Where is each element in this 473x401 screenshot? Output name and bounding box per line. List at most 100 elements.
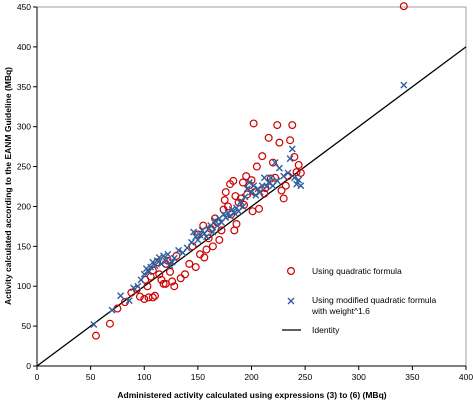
- data-point-circle: [157, 275, 166, 284]
- data-point-circle: [258, 152, 267, 161]
- data-point-circle: [275, 138, 284, 147]
- data-point-x: [155, 254, 163, 261]
- data-point-x: [166, 261, 174, 269]
- x-tick-label: 300: [352, 372, 366, 382]
- data-point-circle: [220, 196, 229, 205]
- data-point-circle: [288, 121, 297, 130]
- x-tick-label: 400: [459, 372, 473, 382]
- data-point-circle: [91, 331, 100, 340]
- data-point-x: [222, 214, 230, 222]
- y-tick-label: 300: [17, 122, 31, 132]
- data-point-x: [295, 176, 303, 184]
- data-point-x: [202, 233, 210, 241]
- data-point-x: [213, 222, 221, 230]
- data-point-x: [400, 81, 408, 89]
- data-point-x: [117, 292, 125, 300]
- data-point-circle: [165, 267, 174, 276]
- data-point-circle: [140, 294, 149, 303]
- data-point-x: [198, 226, 206, 234]
- data-point-circle: [181, 270, 190, 279]
- data-point-x: [284, 169, 292, 177]
- data-point-circle: [273, 121, 282, 130]
- data-point-circle: [264, 133, 273, 142]
- data-point-circle: [191, 263, 200, 272]
- data-point-x: [250, 182, 258, 190]
- data-point-x: [288, 145, 296, 153]
- x-tick-label: 150: [191, 372, 205, 382]
- data-point-circle: [223, 202, 232, 211]
- data-point-x: [205, 225, 213, 233]
- data-point-x: [157, 260, 165, 268]
- legend-label-identity: Identity: [312, 325, 340, 335]
- data-point-x: [241, 193, 249, 201]
- data-point-circle: [168, 277, 177, 286]
- data-point-circle: [286, 136, 295, 145]
- plot-area: [36, 6, 467, 367]
- data-point-x: [280, 172, 288, 180]
- series-layer: [36, 2, 467, 367]
- data-point-x: [224, 209, 232, 217]
- data-point-x: [130, 284, 138, 292]
- data-point-circle: [248, 207, 257, 216]
- data-point-x: [183, 244, 191, 252]
- x-axis: 0 50 100 150 200 250 300 350 400: [35, 365, 473, 382]
- data-point-x: [265, 179, 273, 187]
- data-point-x: [153, 257, 161, 265]
- data-point-x: [147, 263, 155, 271]
- data-point-x: [226, 212, 234, 220]
- y-axis-title: Activity calculated according to the EAN…: [3, 67, 13, 305]
- data-point-x: [125, 297, 133, 305]
- series-modified-quadratic: [90, 81, 408, 329]
- data-point-circle: [159, 279, 168, 288]
- y-tick-label: 100: [17, 281, 31, 291]
- data-point-circle: [281, 181, 290, 190]
- data-point-circle: [208, 242, 217, 251]
- data-point-x: [175, 246, 183, 254]
- data-point-x: [160, 252, 168, 260]
- data-point-x: [230, 209, 238, 217]
- data-point-circle: [176, 274, 185, 283]
- data-point-x: [220, 210, 228, 218]
- data-point-x: [170, 254, 178, 262]
- legend-marker-circle: [287, 267, 296, 276]
- data-point-x: [239, 202, 247, 210]
- data-point-circle: [399, 2, 408, 11]
- data-point-circle: [215, 235, 224, 244]
- x-tick-label: 200: [244, 372, 258, 382]
- data-point-x: [263, 183, 271, 190]
- data-point-circle: [230, 226, 239, 235]
- data-point-x: [275, 164, 283, 172]
- y-tick-label: 450: [17, 2, 31, 12]
- data-point-circle: [105, 319, 114, 328]
- y-tick-label: 50: [22, 321, 32, 331]
- data-point-x: [149, 258, 157, 266]
- data-point-x: [254, 185, 262, 193]
- data-point-x: [286, 155, 294, 163]
- x-tick-label: 0: [35, 372, 40, 382]
- data-point-x: [164, 250, 172, 258]
- data-point-x: [252, 191, 260, 199]
- data-point-x: [137, 276, 145, 284]
- x-tick-label: 350: [405, 372, 419, 382]
- data-point-circle: [217, 226, 226, 235]
- data-point-circle: [238, 178, 247, 187]
- data-point-x: [134, 282, 142, 290]
- plot-frame: [36, 6, 467, 367]
- legend-label-quadratic: Using quadratic formula: [312, 266, 402, 276]
- data-point-circle: [242, 172, 251, 181]
- data-point-x: [243, 185, 251, 193]
- data-point-x: [194, 236, 202, 244]
- data-point-x: [209, 228, 217, 236]
- y-tick-label: 200: [17, 201, 31, 211]
- data-point-circle: [148, 293, 157, 302]
- data-point-x: [187, 238, 195, 246]
- legend-label-modified-quadratic: Using modified quadratic formula with wei…: [311, 295, 437, 316]
- data-point-x: [168, 258, 176, 266]
- data-point-circle: [243, 190, 252, 199]
- x-tick-label: 50: [86, 372, 96, 382]
- data-point-circle: [150, 291, 159, 300]
- data-point-circle: [279, 194, 288, 203]
- data-point-x: [192, 233, 200, 241]
- legend: Using quadratic formula Using modified qu…: [282, 266, 437, 335]
